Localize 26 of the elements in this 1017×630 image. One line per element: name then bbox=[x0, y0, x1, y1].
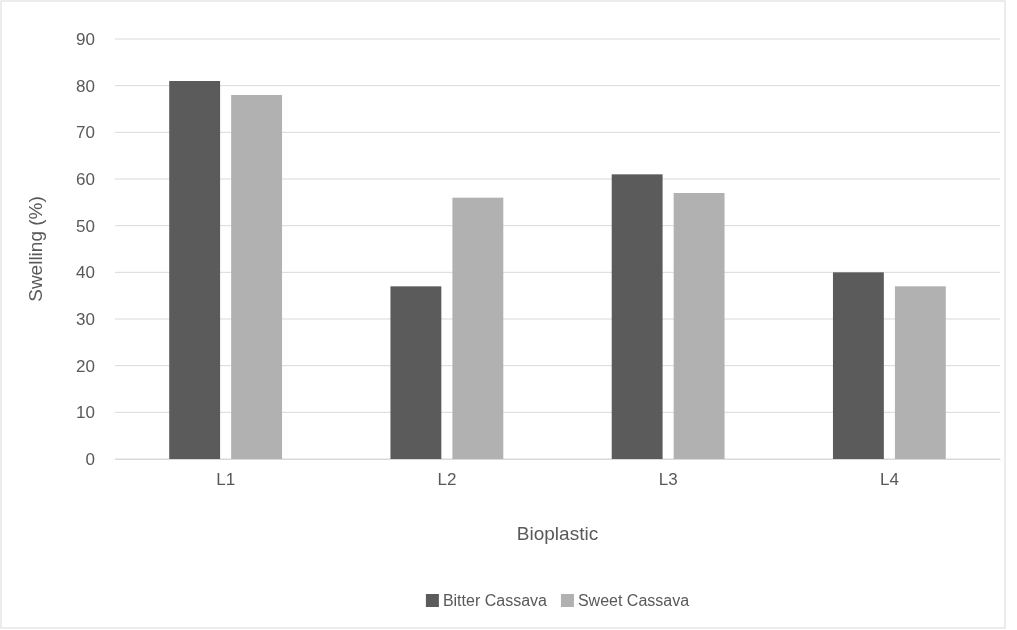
y-tick-label: 40 bbox=[76, 263, 95, 283]
x-tick-label: L3 bbox=[658, 470, 678, 490]
bar bbox=[452, 197, 504, 459]
y-axis-title: Swelling (%) bbox=[25, 196, 46, 302]
bar bbox=[832, 272, 884, 459]
bar bbox=[231, 95, 283, 459]
y-tick-label: 30 bbox=[76, 309, 95, 329]
x-tick-label: L4 bbox=[879, 470, 899, 490]
x-tick-label: L2 bbox=[437, 470, 457, 490]
y-tick-label: 90 bbox=[76, 29, 95, 49]
x-tick-label: L1 bbox=[216, 470, 236, 490]
legend-label: Sweet Cassava bbox=[577, 592, 690, 609]
bar bbox=[169, 81, 221, 459]
bar bbox=[390, 286, 442, 459]
y-tick-label: 0 bbox=[85, 449, 95, 469]
y-tick-label: 10 bbox=[76, 403, 95, 423]
bar bbox=[894, 286, 946, 459]
bar bbox=[611, 174, 663, 459]
y-tick-label: 50 bbox=[76, 216, 95, 236]
legend-label: Bitter Cassava bbox=[442, 592, 548, 609]
y-tick-label: 70 bbox=[76, 123, 95, 143]
y-tick-label: 80 bbox=[76, 76, 95, 96]
bar bbox=[673, 193, 725, 459]
y-tick-label: 20 bbox=[76, 356, 95, 376]
x-axis-title: Bioplastic bbox=[516, 523, 599, 544]
y-tick-label: 60 bbox=[76, 169, 95, 189]
